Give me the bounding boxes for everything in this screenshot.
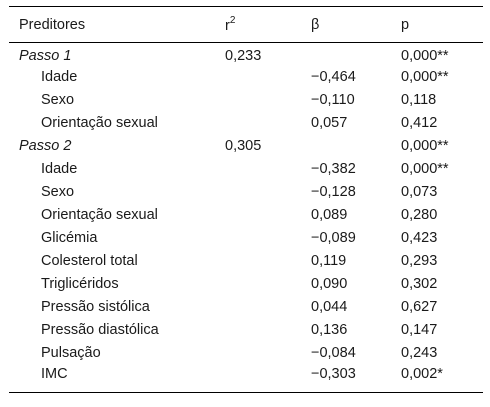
r-squared-cell [215,227,301,250]
table-row: Passo 2 0,305 0,000** [9,135,483,158]
r-squared-cell [215,319,301,342]
p-value-cell: 0,000** [401,69,449,85]
header-row: Preditores r2 β p [9,6,483,43]
table-row: Sexo −0,128 0,073 [9,181,483,204]
table-row: IMC −0,303 0,002* [9,364,483,393]
r-squared-cell [215,66,301,89]
beta-cell: 0,089 [311,207,348,223]
beta-cell: 0,090 [311,276,348,292]
predictor-label-cell: Sexo [41,92,75,108]
table-row: Glicémia −0,089 0,423 [9,227,483,250]
table-row: Triglicéridos 0,090 0,302 [9,273,483,296]
r-squared-cell: 0,233 [225,47,262,64]
table-row: Colesterol total 0,119 0,293 [9,250,483,273]
table-body: Passo 1 0,233 0,000** Idade −0,464 0,000** Sex… [9,43,483,393]
table-header: Preditores r2 β p [9,6,483,43]
header-beta: β [301,6,391,43]
table-row: Pressão sistólica 0,044 0,627 [9,296,483,319]
predictor-label-cell: Orientação sexual [41,115,158,131]
table-row: Orientação sexual 0,089 0,280 [9,204,483,227]
beta-cell: −0,464 [311,69,356,85]
table-row: Passo 1 0,233 0,000** [9,43,483,66]
beta-cell: −0,382 [311,161,356,177]
p-value-cell: 0,280 [401,207,438,223]
r-squared-cell [215,342,301,365]
r-squared-cell [215,273,301,296]
predictor-label-cell: Glicémia [41,230,98,246]
table-row: Idade −0,464 0,000** [9,66,483,89]
header-predictors: Preditores [9,6,215,43]
p-value-cell: 0,000** [401,161,449,177]
predictor-label-cell: Pressão sistólica [41,299,150,315]
beta-cell: 0,136 [311,322,348,338]
r-squared-cell: 0,305 [225,138,262,154]
regression-table: Preditores r2 β p Passo 1 0,233 0,000** Ida… [9,6,483,393]
p-value-cell: 0,243 [401,345,438,361]
predictor-label-cell: Colesterol total [41,253,138,269]
predictor-label-cell: Orientação sexual [41,207,158,223]
predictor-label-cell: Idade [41,69,78,85]
beta-cell: −0,303 [301,364,391,393]
predictor-label-cell: Pressão diastólica [41,322,159,338]
beta-cell: 0,119 [311,253,347,269]
r-squared-cell [215,296,301,319]
step-label-cell: Passo 2 [19,138,72,154]
step-label-cell: Passo 1 [19,47,72,64]
r-squared-cell [215,364,301,393]
p-value-cell: 0,073 [401,184,438,200]
r-squared-cell [215,89,301,112]
r-squared-cell [215,181,301,204]
beta-cell [301,135,391,158]
table-row: Sexo −0,110 0,118 [9,89,483,112]
table-row: Orientação sexual 0,057 0,412 [9,112,483,135]
predictor-label-cell: IMC [9,364,215,393]
p-value-cell: 0,302 [401,276,438,292]
predictor-label-cell: Sexo [41,184,75,200]
header-r-base: r [225,17,230,34]
beta-cell [301,43,391,66]
r-squared-cell [215,204,301,227]
r-squared-cell [215,112,301,135]
predictor-label-cell: Pulsação [41,345,101,361]
p-value-cell: 0,000** [401,47,449,64]
p-value-cell: 0,423 [401,230,438,246]
beta-cell: 0,057 [311,115,348,131]
p-value-cell: 0,118 [401,92,437,108]
r-squared-cell [215,158,301,181]
header-p: p [391,6,483,43]
predictor-label-cell: Idade [41,161,78,177]
p-value-cell: 0,412 [401,115,438,131]
predictor-label-cell: Triglicéridos [41,276,119,292]
table-row: Pressão diastólica 0,136 0,147 [9,319,483,342]
header-r-superscript: 2 [229,14,236,26]
p-value-cell: 0,002* [391,364,483,393]
header-r-squared: r2 [215,6,301,43]
table-row: Idade −0,382 0,000** [9,158,483,181]
p-value-cell: 0,627 [401,299,438,315]
p-value-cell: 0,000** [401,138,449,154]
regression-table-container: Preditores r2 β p Passo 1 0,233 0,000** Ida… [9,6,483,393]
p-value-cell: 0,293 [401,253,438,269]
table-row: Pulsação −0,084 0,243 [9,342,483,365]
r-squared-cell [215,250,301,273]
beta-cell: 0,044 [311,299,348,315]
beta-cell: −0,128 [311,184,356,200]
beta-cell: −0,089 [311,230,356,246]
p-value-cell: 0,147 [401,322,438,338]
beta-cell: −0,110 [311,92,355,108]
beta-cell: −0,084 [311,345,356,361]
